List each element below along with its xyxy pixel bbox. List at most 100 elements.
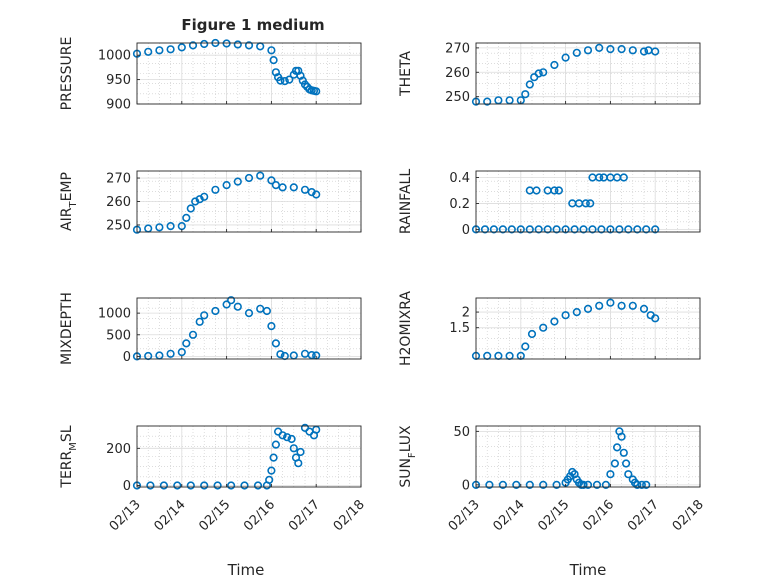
data-point <box>222 39 231 48</box>
y-tick-label: 1000 <box>98 307 131 322</box>
data-point <box>188 330 198 339</box>
x-tick-label: 02/15 <box>196 497 233 534</box>
data-point <box>633 480 642 490</box>
data-point <box>516 225 525 234</box>
data-point <box>651 314 660 323</box>
data-point <box>619 173 628 182</box>
data-point <box>617 432 626 441</box>
data-point <box>554 186 564 195</box>
subplot-3: 270 260 250 AIRTEMP <box>59 170 362 234</box>
data-point <box>244 173 254 183</box>
data-point <box>619 448 628 457</box>
data-point <box>617 44 626 54</box>
data-point <box>595 301 604 310</box>
subplot-5: 1000 500 0 MIXDEPTH <box>59 292 362 365</box>
data-point <box>307 351 316 360</box>
y-tick-label: 270 <box>445 41 470 56</box>
data-point <box>628 301 637 310</box>
data-point <box>289 183 298 192</box>
data-point <box>525 480 534 490</box>
data-point <box>630 478 640 487</box>
data-point <box>550 186 559 195</box>
data-point <box>182 339 191 348</box>
data-point <box>637 480 646 490</box>
x-tick-label: 02/16 <box>241 497 278 534</box>
data-point <box>539 68 548 77</box>
subplot-4: 0.4 0.2 0 RAINFALL <box>398 169 701 238</box>
y-tick-label: 0 <box>462 478 470 493</box>
data-point <box>615 225 624 234</box>
data-point <box>200 311 209 320</box>
data-point <box>570 225 579 234</box>
subplot-8: 50 0 02/13 02/14 02/15 02/16 02/17 02/18 SUNFLUX <box>398 425 707 534</box>
data-point <box>534 225 543 234</box>
data-point <box>606 470 615 479</box>
data-point <box>581 199 590 208</box>
data-point <box>222 300 231 309</box>
data-point <box>186 204 195 213</box>
axes-box <box>475 42 701 105</box>
data-point <box>574 478 584 487</box>
subplot-2: 270 260 250 THETA <box>398 41 701 106</box>
y-axis-label: TERRMSL <box>59 425 79 488</box>
data-point <box>213 481 222 490</box>
axes-box <box>475 425 701 488</box>
data-point <box>233 40 242 49</box>
data-point <box>287 434 296 444</box>
y-tick-label: 50 <box>453 425 470 440</box>
data-point <box>583 480 593 490</box>
data-point <box>166 45 175 54</box>
data-point <box>166 222 175 231</box>
y-axis-label: SUNFLUX <box>398 425 418 488</box>
data-point <box>639 304 649 314</box>
y-tick-label: 2 <box>462 306 470 321</box>
data-point <box>155 46 164 55</box>
y-axis-label: AIRTEMP <box>59 172 79 231</box>
data-point <box>595 173 604 182</box>
data-point <box>182 213 191 222</box>
y-tick-label: 200 <box>106 442 131 457</box>
data-point <box>296 447 305 457</box>
data-point <box>200 39 209 49</box>
data-point <box>285 75 294 84</box>
data-point <box>583 304 593 314</box>
y-tick-label: 270 <box>106 172 131 187</box>
data-point <box>146 481 155 490</box>
axes-box <box>136 42 362 105</box>
data-point <box>256 171 265 180</box>
data-point <box>271 440 281 449</box>
y-axis-label: MIXDEPTH <box>59 292 75 365</box>
data-point <box>617 301 626 310</box>
data-point <box>561 311 570 320</box>
data-point <box>628 46 637 55</box>
data-point <box>521 90 530 99</box>
data-point <box>294 459 303 468</box>
data-point <box>244 309 254 318</box>
x-tick-label: 02/16 <box>580 497 617 534</box>
data-point <box>624 470 633 479</box>
data-point <box>539 323 548 332</box>
data-point <box>233 177 242 186</box>
y-tick-label: 0.4 <box>449 171 470 186</box>
data-point <box>244 41 254 50</box>
data-point <box>651 225 660 234</box>
y-tick-label: 900 <box>106 98 131 113</box>
data-point <box>262 306 272 316</box>
data-point <box>271 339 281 348</box>
data-point <box>642 225 651 234</box>
subplot-1: 1000 950 900 PRESSURE <box>59 37 362 113</box>
data-point <box>612 443 622 452</box>
data-point <box>227 296 236 305</box>
data-point <box>312 190 321 199</box>
data-point <box>195 317 204 326</box>
data-point <box>265 475 274 485</box>
data-point <box>233 302 242 311</box>
y-axis-label: RAINFALL <box>398 169 414 234</box>
data-point <box>227 481 236 490</box>
data-point <box>278 431 287 440</box>
data-point <box>283 433 292 442</box>
data-point <box>610 459 620 468</box>
figure-title: Figure 1 medium <box>181 16 324 34</box>
data-point <box>480 225 490 234</box>
subplot-6: 21.5 H2OMIXRA <box>398 291 701 366</box>
